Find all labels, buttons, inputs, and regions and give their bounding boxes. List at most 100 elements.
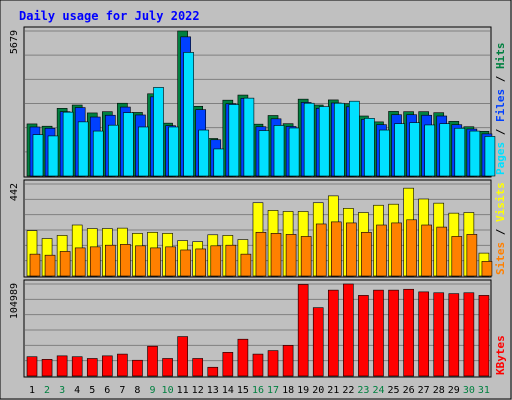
bar-visits-sites-day-22 [346, 222, 357, 277]
x-axis-day-labels: 1 2 3 4 5 6 7 8 9 10 11 12 13 14 15 16 17 18 19 20 21 22 23 24 2… [29, 385, 490, 396]
bar-visits-sites-day-29 [451, 236, 463, 277]
x-tick-label-day-10: 10 [162, 385, 174, 396]
x-tick-label-day-6: 6 [104, 385, 110, 396]
x-tick-label-day-23: 23 [357, 385, 369, 396]
bar-visits-sites-day-12 [195, 248, 207, 277]
bar-visits-sites-day-24 [376, 224, 387, 277]
bar-kbytes-kbytes-day-17 [267, 350, 279, 377]
x-tick-label-day-12: 12 [192, 385, 204, 396]
bar-kbytes-kbytes-day-10 [162, 358, 173, 377]
bar-hits-pages-day-25 [394, 123, 405, 177]
legend-hits: Pages / Files / Hits [494, 43, 507, 176]
x-tick-label-day-29: 29 [448, 385, 460, 396]
legend-separator: / [494, 69, 507, 89]
bar-kbytes-kbytes-day-25 [388, 289, 399, 377]
bar-visits-sites-day-2 [44, 254, 56, 277]
legend-item-files: Files [494, 89, 507, 122]
x-tick-label-day-28: 28 [433, 385, 445, 396]
legend-item-kbytes: KBytes [494, 335, 507, 375]
bar-kbytes-kbytes-day-27 [418, 291, 429, 377]
bar-hits-pages-day-12 [198, 129, 210, 177]
bar-hits-pages-day-9 [153, 87, 164, 177]
bar-kbytes-kbytes-day-1 [26, 356, 38, 377]
bar-kbytes-kbytes-day-24 [373, 289, 384, 377]
legend-separator: / [494, 222, 507, 242]
x-tick-label-day-27: 27 [418, 385, 430, 396]
bar-kbytes-kbytes-day-21 [327, 289, 339, 377]
bar-kbytes-kbytes-day-7 [117, 353, 128, 377]
legend-kbytes: KBytes [494, 335, 507, 375]
bar-visits-sites-day-23 [361, 231, 372, 277]
bar-visits-sites-day-28 [436, 226, 448, 277]
bar-visits-sites-day-1 [29, 253, 41, 277]
bar-visits-sites-day-10 [165, 246, 176, 277]
bar-visits-sites-day-25 [391, 222, 402, 277]
bar-visits-sites-day-21 [330, 221, 342, 277]
bar-kbytes-kbytes-day-15 [237, 338, 249, 377]
bar-hits-pages-day-28 [439, 123, 451, 177]
bar-hits-pages-day-31 [484, 136, 496, 177]
chart-title: Daily usage for July 2022 [19, 9, 200, 23]
bar-hits-pages-day-22 [349, 100, 360, 177]
bar-visits-sites-day-16 [255, 231, 267, 277]
bar-hits-pages-day-16 [258, 130, 270, 177]
bar-hits-pages-day-7 [123, 112, 134, 177]
bar-kbytes-kbytes-day-9 [147, 345, 158, 377]
bar-visits-sites-day-19 [300, 236, 312, 277]
y-max-label-kbytes: 104989 [9, 283, 20, 319]
panel-kbytes: 104989 KBytes [9, 279, 507, 378]
bar-hits-pages-day-24 [379, 129, 390, 177]
panel-hits: 5679 Pages / Files / Hits [9, 26, 507, 178]
bar-hits-pages-day-23 [364, 117, 375, 177]
bar-visits-sites-day-15 [240, 253, 252, 277]
y-max-label-visits: 442 [9, 183, 20, 201]
panel-visits: 442 Sites / Visits [9, 179, 507, 278]
legend-visits: Sites / Visits [494, 182, 507, 275]
bar-visits-sites-day-27 [421, 224, 432, 277]
x-tick-label-day-18: 18 [282, 385, 294, 396]
bar-visits-sites-day-3 [59, 251, 71, 277]
x-tick-label-day-26: 26 [403, 385, 415, 396]
bar-kbytes-kbytes-day-29 [448, 293, 460, 377]
x-tick-label-day-16: 16 [252, 385, 264, 396]
legend-item-sites: Sites [494, 242, 507, 275]
x-tick-label-day-19: 19 [297, 385, 309, 396]
legend-item-hits: Hits [494, 43, 507, 70]
bar-hits-pages-day-14 [228, 104, 240, 177]
x-tick-label-day-5: 5 [89, 385, 95, 396]
bar-kbytes-kbytes-day-23 [358, 295, 369, 377]
x-tick-label-day-15: 15 [237, 385, 249, 396]
x-tick-label-day-20: 20 [312, 385, 324, 396]
bar-hits-pages-day-29 [454, 127, 466, 177]
x-tick-label-day-7: 7 [119, 385, 125, 396]
bar-hits-pages-day-30 [469, 130, 481, 177]
bar-kbytes-kbytes-day-11 [177, 336, 188, 377]
bar-kbytes-kbytes-day-30 [463, 292, 475, 377]
x-tick-label-day-21: 21 [327, 385, 339, 396]
bar-hits-pages-day-13 [213, 148, 225, 177]
bar-hits-pages-day-8 [138, 126, 149, 177]
bar-kbytes-kbytes-day-22 [343, 283, 354, 377]
bar-visits-sites-day-13 [210, 245, 222, 277]
bar-kbytes-kbytes-day-19 [297, 284, 309, 377]
legend-item-visits: Visits [494, 182, 507, 222]
x-tick-label-day-3: 3 [59, 385, 65, 396]
bar-hits-pages-day-6 [108, 124, 119, 177]
bar-kbytes-kbytes-day-18 [282, 345, 294, 377]
x-tick-label-day-25: 25 [388, 385, 400, 396]
bar-hits-pages-day-5 [92, 130, 104, 177]
x-tick-label-day-8: 8 [134, 385, 140, 396]
bar-hits-pages-day-10 [168, 126, 179, 177]
bar-hits-pages-day-18 [288, 127, 300, 177]
x-tick-label-day-13: 13 [207, 385, 219, 396]
bar-visits-sites-day-26 [406, 219, 417, 277]
x-tick-label-day-4: 4 [74, 385, 80, 396]
bar-hits-pages-day-19 [303, 102, 315, 177]
bar-visits-sites-day-31 [481, 261, 493, 277]
bar-kbytes-kbytes-day-3 [56, 355, 68, 377]
bar-visits-sites-day-20 [315, 223, 327, 277]
bar-visits-sites-day-9 [150, 247, 161, 277]
bar-visits-sites-day-4 [74, 247, 86, 277]
bar-kbytes-kbytes-day-31 [478, 295, 490, 377]
